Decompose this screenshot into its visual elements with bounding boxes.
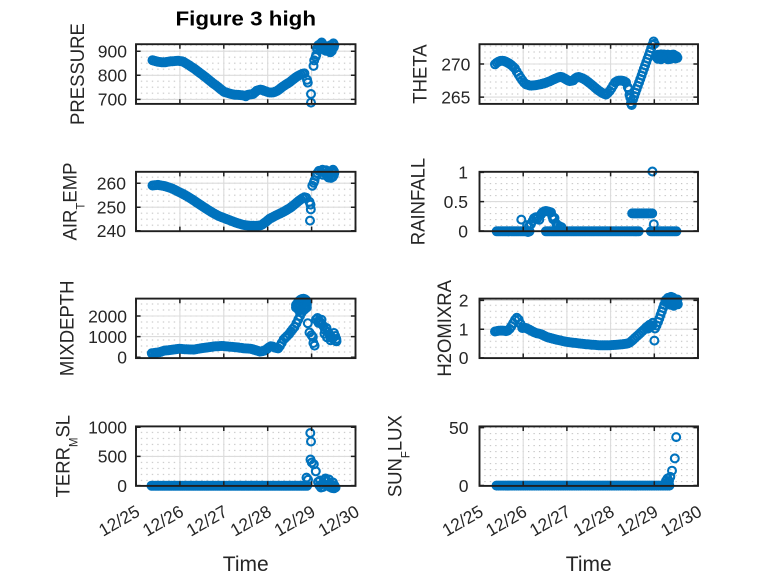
svg-text:0: 0 bbox=[458, 221, 468, 241]
svg-text:1: 1 bbox=[459, 320, 469, 340]
svg-text:50: 50 bbox=[449, 418, 469, 438]
svg-text:500: 500 bbox=[98, 447, 127, 467]
svg-text:1: 1 bbox=[458, 163, 468, 183]
svg-text:1000: 1000 bbox=[88, 327, 127, 347]
svg-text:240: 240 bbox=[97, 221, 126, 241]
svg-text:Time: Time bbox=[223, 553, 269, 576]
svg-text:250: 250 bbox=[97, 198, 126, 218]
svg-text:270: 270 bbox=[441, 54, 470, 74]
svg-text:0: 0 bbox=[459, 476, 469, 496]
svg-text:RAINFALL: RAINFALL bbox=[408, 158, 430, 245]
svg-text:800: 800 bbox=[98, 66, 127, 86]
svg-text:2000: 2000 bbox=[88, 306, 127, 326]
svg-text:260: 260 bbox=[97, 174, 126, 194]
svg-text:Time: Time bbox=[566, 553, 612, 576]
svg-text:900: 900 bbox=[98, 42, 127, 62]
svg-text:0: 0 bbox=[117, 476, 127, 496]
svg-text:MIXDEPTH: MIXDEPTH bbox=[57, 281, 79, 377]
svg-text:PRESSURE: PRESSURE bbox=[68, 23, 90, 125]
svg-text:1000: 1000 bbox=[88, 418, 127, 438]
svg-text:265: 265 bbox=[441, 87, 470, 107]
svg-text:H2OMIXRA: H2OMIXRA bbox=[434, 280, 456, 377]
svg-text:0: 0 bbox=[459, 348, 469, 368]
svg-text:THETA: THETA bbox=[410, 44, 432, 104]
svg-text:Figure 3 high: Figure 3 high bbox=[175, 9, 316, 31]
svg-text:700: 700 bbox=[98, 90, 127, 110]
svg-text:2: 2 bbox=[459, 291, 469, 311]
svg-text:0: 0 bbox=[117, 348, 127, 368]
svg-text:0.5: 0.5 bbox=[444, 192, 468, 212]
